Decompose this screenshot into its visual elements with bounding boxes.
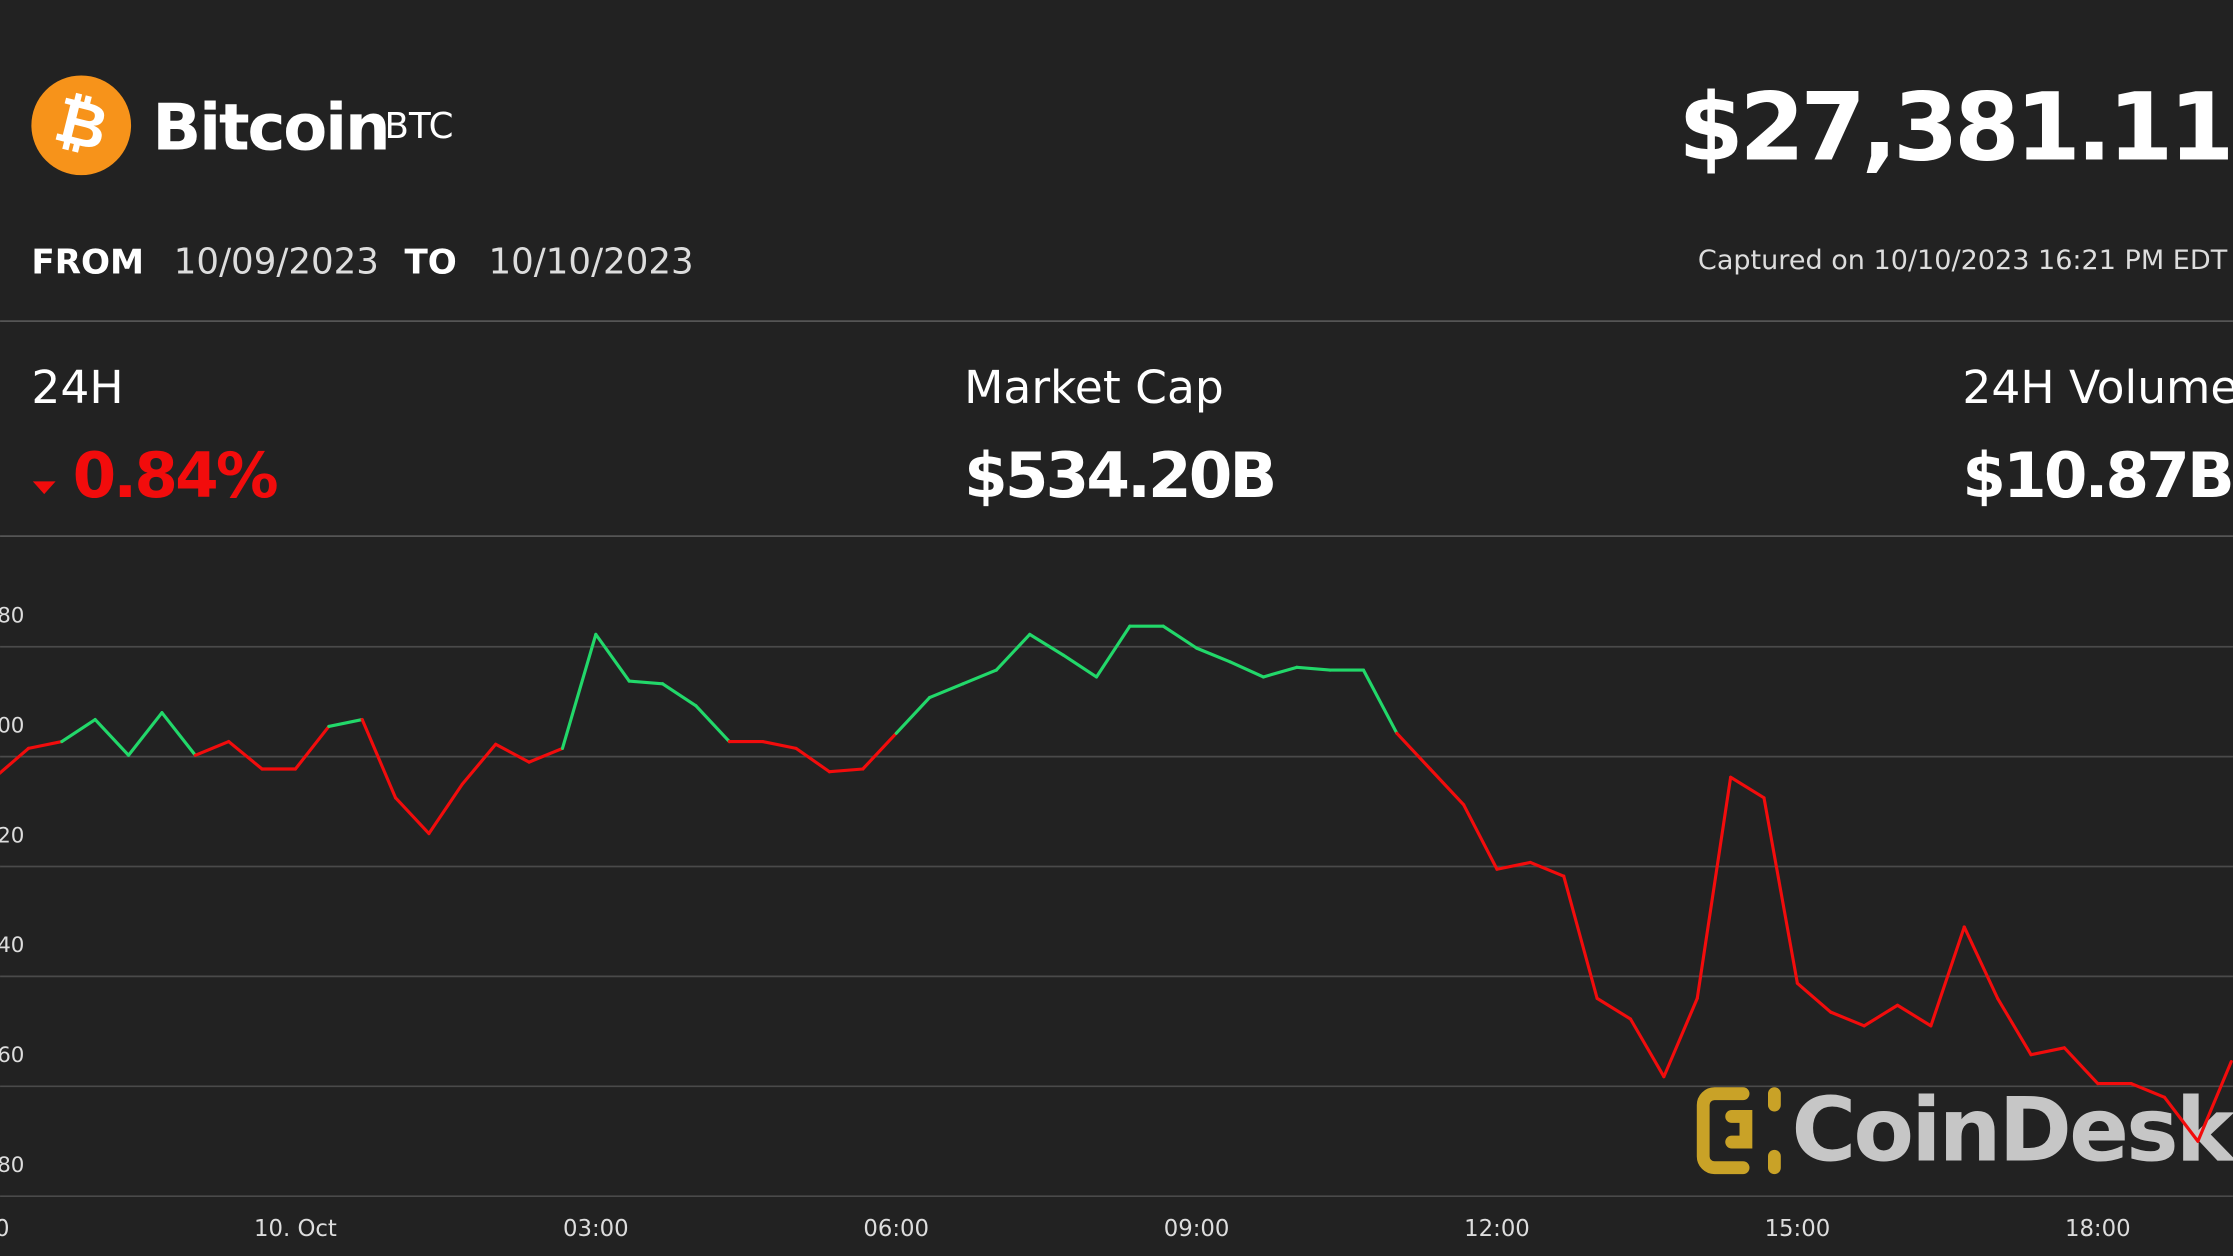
price-line-segment (1829, 1010, 1866, 1028)
x-tick-label: 03:00 (563, 1216, 629, 1242)
price-line-segment (460, 742, 498, 786)
down-arrow (32, 481, 56, 495)
x-tick-label: 12:00 (1464, 1216, 1530, 1242)
price-line-segment (894, 696, 932, 735)
price-line-segment (1562, 874, 1599, 1000)
price-line-segment (1195, 646, 1232, 664)
price-line-segment (1061, 653, 1099, 679)
price-line-segment (1695, 775, 1733, 1000)
x-tick-label: 15:00 (1765, 1216, 1831, 1242)
price-line-segment (1428, 767, 1466, 807)
coin-name: Bitcoin (152, 92, 388, 166)
price-line-segment (1862, 1003, 1900, 1028)
price-line-segment (1729, 775, 1766, 800)
price-line-segment (0, 746, 30, 775)
price-line-segment (794, 746, 832, 774)
stat-value: $534.20B (964, 439, 1274, 512)
price-line-segment (594, 632, 631, 683)
y-tick-label: 40 (0, 933, 24, 958)
price-line-segment (2029, 1046, 2066, 1057)
price-line-segment (2062, 1046, 2100, 1086)
price-line-segment (1495, 860, 1532, 871)
price-line-segment (1261, 665, 1299, 679)
from-label: FROM (31, 242, 144, 282)
price-line-segment (327, 717, 364, 728)
y-tick-label: 20 (0, 823, 24, 848)
price-line-segment (227, 739, 264, 771)
price-line-segment (994, 632, 1032, 672)
price-line-segment (961, 668, 998, 686)
price: $27,381.11 (1678, 73, 2230, 182)
price-line-segment (2129, 1081, 2167, 1099)
x-tick-label: 00 (0, 1216, 10, 1242)
price-line-segment (494, 742, 531, 764)
price-line-segment (1795, 981, 1833, 1014)
to-label: TO (404, 242, 456, 282)
svg-text:CoinDesk: CoinDesk (1791, 1079, 2233, 1182)
price-line-segment (694, 704, 731, 744)
y-tick-label: 00 (0, 713, 24, 738)
price-line-segment (827, 767, 865, 774)
x-tick-label: 10. Oct (254, 1216, 337, 1242)
price-line-segment (160, 711, 197, 757)
captured: Captured on 10/10/2023 16:21 PM EDT (1698, 245, 2228, 276)
price-line-segment (2196, 1060, 2233, 1143)
to-date: 10/10/2023 (489, 241, 694, 282)
price-line-segment (1295, 665, 1332, 672)
price-line-segment (93, 717, 131, 757)
stat-label: Market Cap (964, 361, 1224, 414)
price-line-segment (1395, 731, 1432, 771)
price-line-segment (861, 731, 898, 771)
price-line-segment (1762, 796, 1799, 985)
price-line-segment (1028, 632, 1065, 657)
price-line-segment (661, 682, 698, 708)
price-line-segment (293, 724, 331, 771)
plot (0, 624, 2233, 1143)
stat-label: 24H (31, 361, 123, 414)
price-line-segment (560, 632, 598, 750)
y-tick-label: 80 (0, 604, 24, 629)
price-line-segment (1595, 996, 1633, 1021)
x-tick-label: 06:00 (863, 1216, 929, 1242)
stat-label: 24H Volume (1962, 361, 2233, 414)
bitcoin-logo: ₿ (31, 75, 132, 176)
coin-symbol: BTC (385, 106, 454, 147)
price-line-segment (1462, 803, 1499, 871)
price-line-segment (360, 717, 398, 800)
price-line-segment (60, 717, 97, 744)
price-line-segment (1094, 624, 1132, 679)
price-line-segment (1996, 996, 2033, 1057)
price-line-segment (193, 739, 231, 757)
price-line-segment (627, 679, 665, 686)
price-line-segment (126, 711, 164, 757)
price-line-segment (1662, 996, 1699, 1079)
price-line-segment (1628, 1017, 1666, 1079)
x-tick-label: 18:00 (2065, 1216, 2131, 1242)
price-line-segment (2162, 1095, 2200, 1143)
price-line-segment (1528, 860, 1566, 878)
from-date: 10/09/2023 (174, 241, 379, 282)
stat-value: $10.87B (1962, 439, 2232, 512)
price-line-segment (527, 746, 565, 764)
price-line-segment (928, 682, 965, 700)
price-line-segment (761, 739, 798, 750)
price-line-segment (394, 796, 431, 836)
price-line-segment (1895, 1003, 1933, 1028)
price-line-segment (1962, 925, 2000, 1000)
stat-value: 0.84% (73, 439, 277, 512)
price-line-segment (427, 782, 464, 836)
price-line-segment (1929, 925, 1966, 1028)
y-tick-label: 60 (0, 1043, 24, 1068)
x-tick-label: 09:00 (1164, 1216, 1230, 1242)
price-line-segment (1161, 624, 1199, 650)
y-tick-label: 80 (0, 1153, 24, 1178)
price-line-segment (1361, 668, 1399, 735)
grid: 80 00 20 40 60 80 00 10. Oct 03:00 06:00 09:00 12:0… (0, 604, 2233, 1242)
price-line-segment (1228, 660, 1265, 679)
price-line-segment (26, 739, 64, 750)
